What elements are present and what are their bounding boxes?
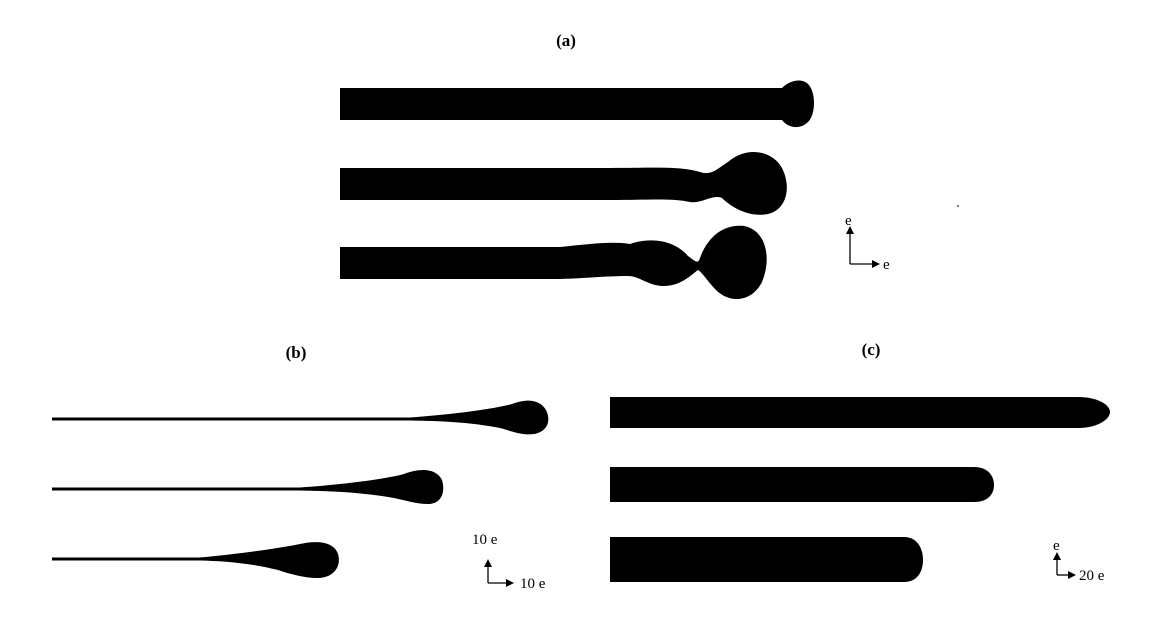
panel-b-shapes <box>52 400 549 578</box>
panel-a-shapes <box>340 80 814 300</box>
panel-b-scale: 10 e 10 e <box>472 532 546 592</box>
panel-c-scale-right-arrow-icon <box>1068 571 1076 579</box>
panel-b-scale-right-arrow-icon <box>506 579 514 587</box>
panel-a-scale: e e <box>845 213 890 273</box>
panel-b-scale-vertical-label: 10 e <box>472 532 498 548</box>
panel-c-filament-1 <box>610 397 1110 428</box>
panel-c-filament-3 <box>610 537 923 582</box>
panel-a-scale-vertical-label: e <box>845 213 852 229</box>
panel-a-scale-up-arrow-icon <box>846 226 854 234</box>
panel-c-scale-vertical-label: e <box>1053 538 1060 554</box>
panel-label-c: (c) <box>862 340 881 359</box>
panel-b-filament-1 <box>52 400 549 435</box>
panel-b-filament-3 <box>52 542 339 578</box>
panel-a-filament-1 <box>340 80 814 128</box>
panel-a-filament-2 <box>340 151 787 215</box>
panel-a-filament-3 <box>340 225 767 300</box>
panel-label-b: (b) <box>286 343 307 362</box>
panel-c-filament-2 <box>610 467 994 502</box>
panel-a-scale-right-arrow-icon <box>872 260 880 268</box>
panel-c-shapes <box>610 397 1110 582</box>
panel-c-scale-up-arrow-icon <box>1053 552 1061 560</box>
stray-dot <box>957 205 959 207</box>
panel-label-a: (a) <box>556 31 576 50</box>
panel-c-scale-horizontal-label: 20 e <box>1079 568 1105 584</box>
panel-b-filament-2 <box>52 470 444 504</box>
panel-c-scale: e 20 e <box>1053 538 1105 584</box>
panel-b-scale-horizontal-label: 10 e <box>520 576 546 592</box>
panel-b-scale-up-arrow-icon <box>484 559 492 567</box>
panel-a-scale-horizontal-label: e <box>883 257 890 273</box>
